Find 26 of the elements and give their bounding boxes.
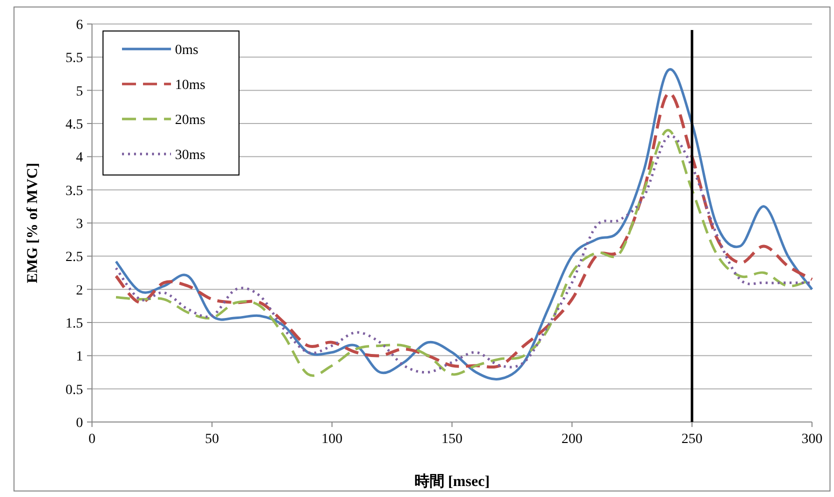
y-tick-label: 5 [76, 84, 83, 100]
y-tick-label: 0 [76, 416, 83, 431]
x-tick-label: 150 [442, 432, 462, 447]
y-tick-label: 1.5 [66, 316, 83, 332]
y-tick-label: 1 [76, 350, 83, 365]
legend-label: 10ms [175, 78, 206, 93]
x-axis-title: 時間 [msec] [414, 473, 490, 490]
y-tick-label: 0.5 [66, 382, 83, 398]
y-tick-label: 2 [76, 283, 83, 298]
legend-label: 0ms [175, 43, 198, 58]
x-tick-label: 300 [802, 432, 822, 447]
y-tick-label: 2.5 [66, 250, 83, 266]
x-tick-label: 100 [322, 432, 342, 447]
legend-label: 30ms [175, 148, 206, 163]
y-tick-label: 3.5 [66, 184, 83, 199]
y-tick-label: 3 [76, 217, 83, 232]
y-tick-label: 6 [76, 18, 83, 33]
y-tick-label: 4.5 [66, 118, 83, 132]
y-tick-label: 4 [76, 150, 83, 166]
x-tick-label: 0 [88, 432, 96, 447]
y-tick-label: 5.5 [66, 51, 83, 66]
x-tick-label: 200 [562, 432, 582, 447]
legend-label: 20ms [175, 113, 206, 128]
x-tick-label: 50 [205, 432, 219, 447]
x-tick-label: 250 [682, 432, 702, 447]
y-axis-title: EMG [% of MVC] [25, 162, 41, 284]
